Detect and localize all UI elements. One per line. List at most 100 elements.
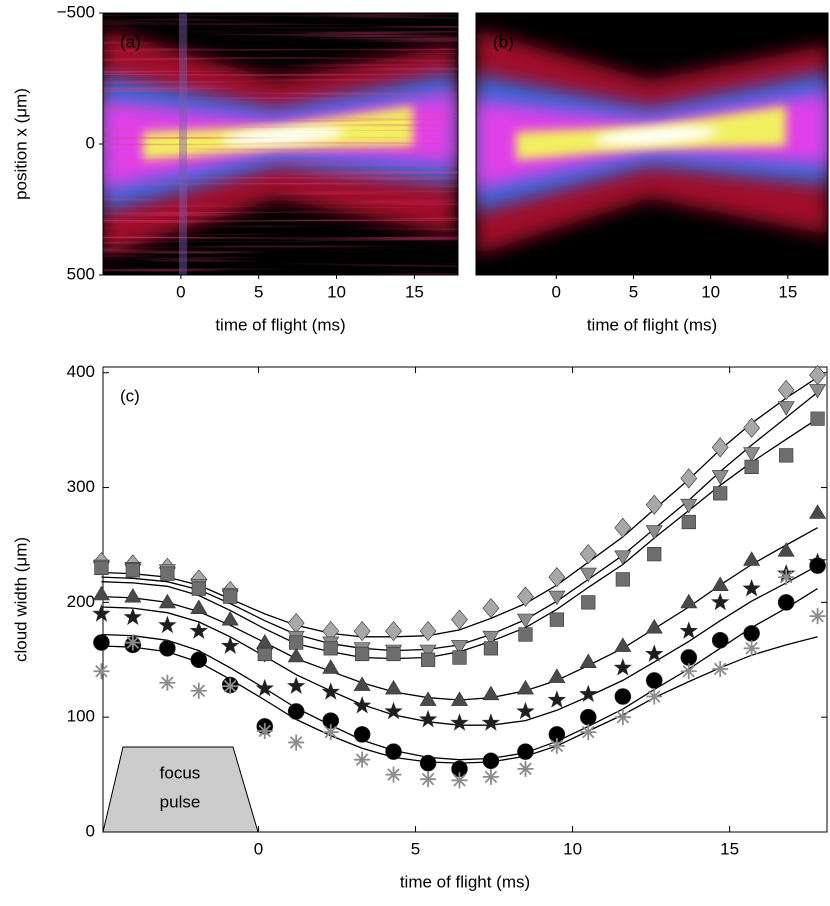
marker-diamond xyxy=(385,621,402,642)
marker-asterisk xyxy=(288,734,305,751)
marker-star xyxy=(220,636,240,654)
marker-triangle-up xyxy=(287,647,305,663)
annotation: pulse xyxy=(160,792,201,811)
marker-triangle-down xyxy=(548,590,566,606)
marker-square xyxy=(257,646,272,662)
marker-square xyxy=(713,486,728,501)
marker-triangle-up xyxy=(711,576,729,592)
x-tick-label: 15 xyxy=(778,282,797,301)
marker-star xyxy=(516,701,535,720)
marker-diamond xyxy=(482,598,500,619)
marker-asterisk xyxy=(322,724,339,741)
y-tick-label: −500 xyxy=(57,2,95,21)
marker-star xyxy=(321,682,340,700)
marker-square xyxy=(681,514,696,530)
marker-asterisk xyxy=(809,608,826,625)
marker-circle xyxy=(353,726,371,743)
marker-triangle-up xyxy=(680,593,698,609)
marker-square xyxy=(386,646,401,662)
marker-square xyxy=(420,652,436,667)
marker-circle xyxy=(711,632,729,649)
marker-diamond xyxy=(743,417,761,438)
marker-triangle-up xyxy=(190,599,208,615)
marker-triangle-up xyxy=(579,653,597,668)
marker-star xyxy=(255,678,274,697)
heatmap-image-a xyxy=(103,13,458,275)
marker-circle xyxy=(579,708,597,726)
y-tick-label: 200 xyxy=(67,592,95,611)
marker-star xyxy=(579,684,598,703)
marker-diamond xyxy=(579,544,597,565)
marker-triangle-down xyxy=(777,401,795,416)
y-tick-label: 100 xyxy=(67,707,95,726)
marker-square xyxy=(744,459,759,474)
marker-circle xyxy=(614,688,632,705)
marker-asterisk xyxy=(482,768,499,785)
marker-circle xyxy=(517,743,534,760)
marker-circle xyxy=(385,743,402,760)
x-tick-label: 10 xyxy=(701,282,720,301)
marker-square xyxy=(615,572,630,587)
marker-square xyxy=(289,635,304,650)
marker-triangle-down xyxy=(711,470,729,485)
marker-triangle-up xyxy=(158,593,176,609)
marker-triangle-up xyxy=(385,679,403,695)
marker-triangle-up xyxy=(419,691,437,706)
marker-diamond xyxy=(645,494,663,515)
marker-star xyxy=(384,701,403,720)
focus-pulse-shape xyxy=(102,746,259,833)
marker-star xyxy=(710,592,730,611)
x-tick-label: 0 xyxy=(254,839,263,858)
marker-triangle-up xyxy=(92,585,110,601)
marker-square xyxy=(355,646,370,662)
marker-star xyxy=(613,658,633,676)
marker-triangle-down xyxy=(743,447,761,462)
marker-square xyxy=(581,595,596,610)
fit-line xyxy=(101,588,818,761)
marker-star xyxy=(158,615,177,634)
marker-star xyxy=(742,578,761,597)
panel-label: (b) xyxy=(493,32,514,51)
marker-triangle-down xyxy=(579,567,597,583)
marker-star xyxy=(418,709,438,728)
marker-diamond xyxy=(451,609,468,630)
y-tick-label: 400 xyxy=(67,362,95,381)
marker-asterisk xyxy=(778,569,795,586)
marker-triangle-up xyxy=(516,679,534,695)
marker-triangle-up xyxy=(256,633,274,649)
marker-triangle-down xyxy=(809,384,827,399)
marker-asterisk xyxy=(124,634,141,651)
marker-circle xyxy=(743,625,760,642)
x-tick-label: 0 xyxy=(176,282,185,301)
marker-square xyxy=(810,411,825,426)
marker-asterisk xyxy=(580,724,597,741)
marker-triangle-up xyxy=(482,685,500,701)
marker-diamond xyxy=(353,621,371,642)
marker-star xyxy=(679,621,699,639)
marker-diamond xyxy=(287,612,305,634)
marker-circle xyxy=(680,649,698,666)
marker-circle xyxy=(190,651,208,668)
marker-asterisk xyxy=(548,737,565,754)
marker-asterisk xyxy=(93,663,110,680)
y-axis-label: position x (μm) xyxy=(11,88,30,200)
x-tick-label: 5 xyxy=(411,839,420,858)
panel-label: (c) xyxy=(120,386,140,405)
marker-triangle-down xyxy=(450,640,469,655)
marker-diamond xyxy=(680,468,698,489)
marker-diamond xyxy=(548,567,566,588)
marker-square xyxy=(483,641,499,656)
marker-asterisk xyxy=(646,688,663,705)
marker-asterisk xyxy=(256,722,273,739)
marker-square xyxy=(160,566,175,581)
marker-star xyxy=(189,621,209,639)
marker-asterisk xyxy=(222,678,239,695)
marker-star xyxy=(450,713,469,731)
marker-asterisk xyxy=(190,682,207,699)
marker-circle xyxy=(482,752,500,770)
marker-triangle-down xyxy=(645,525,663,540)
marker-asterisk xyxy=(354,751,371,768)
marker-square xyxy=(549,612,564,627)
marker-square xyxy=(223,589,238,604)
